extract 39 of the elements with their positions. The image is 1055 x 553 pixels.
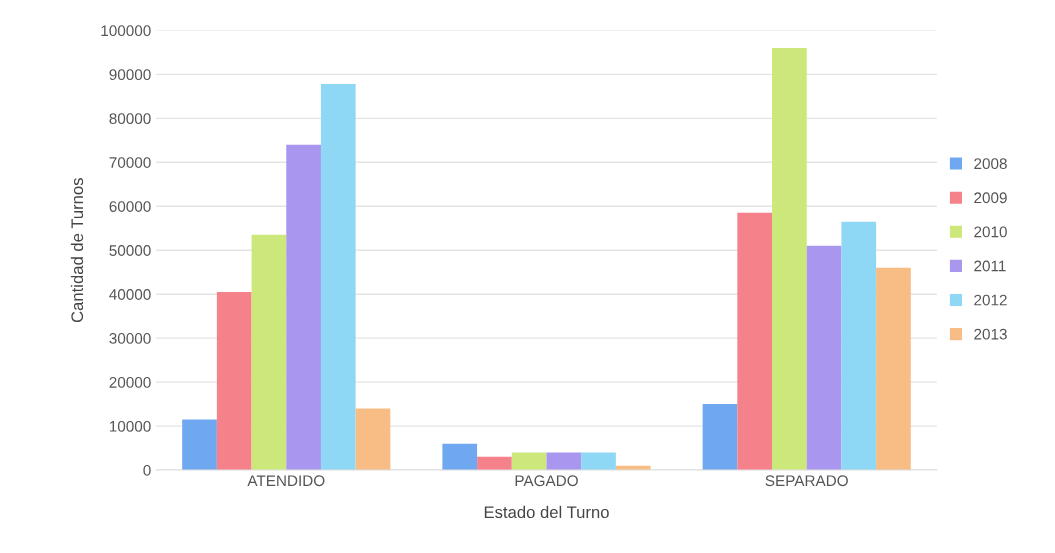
bar: [581, 452, 616, 471]
bar: [286, 144, 321, 471]
y-tick-label: 50000: [109, 245, 151, 256]
x-tick-label: PAGADO: [515, 475, 578, 487]
bar: [355, 408, 391, 471]
bar: [737, 212, 773, 471]
y-tick-label: 10000: [109, 420, 151, 432]
bar: [320, 84, 356, 471]
legend-label: 2008: [974, 158, 1007, 170]
y-tick-label: 40000: [109, 289, 151, 300]
y-tick-label: 60000: [109, 201, 151, 212]
bar: [806, 245, 842, 471]
x-tick-label: ATENDIDO: [247, 475, 325, 487]
bar: [182, 419, 217, 471]
bar: [841, 221, 877, 471]
bar: [876, 267, 911, 471]
y-axis-title: Cantidad de Turnos: [70, 178, 84, 323]
legend-label: 2013: [974, 328, 1007, 340]
y-tick-label: 100000: [101, 25, 151, 37]
legend-label: 2009: [974, 192, 1007, 204]
y-tick-label: 0: [143, 464, 151, 476]
legend-label: 2012: [974, 294, 1007, 306]
bar: [702, 404, 738, 471]
x-tick-label: SEPARADO: [765, 475, 848, 487]
bar: [772, 48, 807, 471]
y-tick-label: 20000: [109, 376, 151, 388]
y-tick-label: 90000: [109, 69, 151, 81]
bar: [216, 292, 252, 471]
y-tick-label: 30000: [109, 333, 151, 344]
legend-label: 2010: [974, 226, 1007, 238]
bar: [251, 234, 287, 471]
legend-label: 2011: [974, 260, 1006, 272]
bar: [511, 452, 547, 471]
bar: [442, 443, 478, 471]
bar: [546, 452, 582, 471]
y-tick-label: 80000: [109, 113, 151, 125]
x-axis-title: Estado del Turno: [484, 505, 609, 519]
y-tick-label: 70000: [109, 157, 151, 168]
bar: [477, 456, 512, 471]
